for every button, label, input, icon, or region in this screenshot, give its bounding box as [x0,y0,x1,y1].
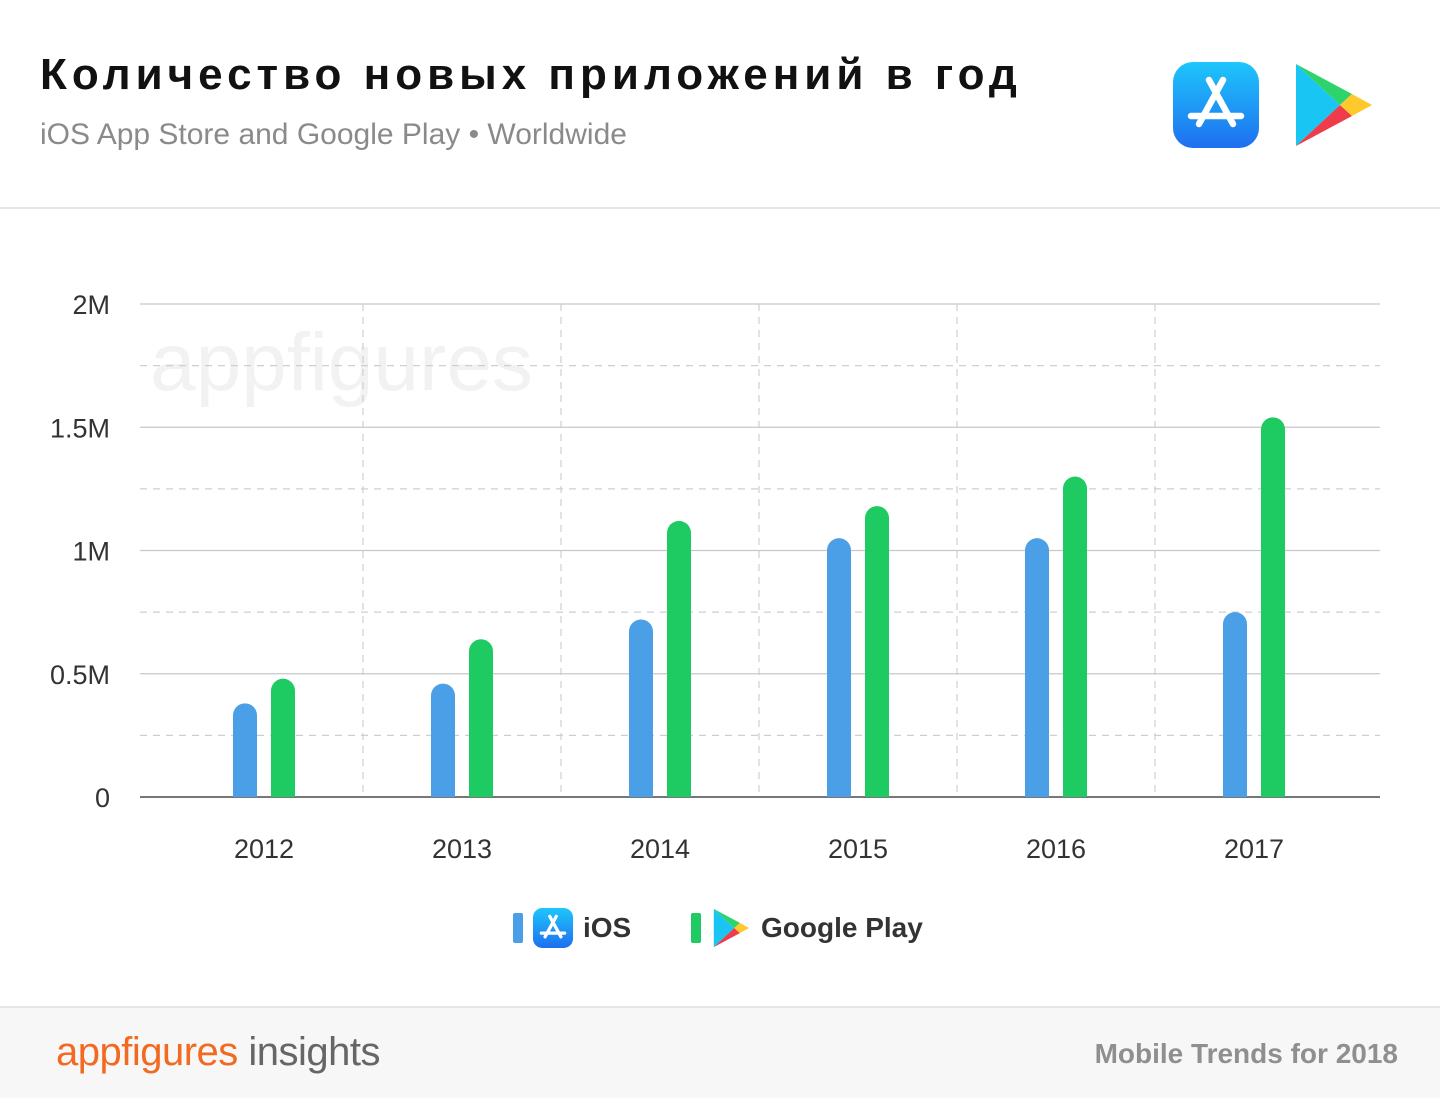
x-tick-label: 2017 [1224,834,1284,864]
google-play-icon [713,908,750,948]
y-tick-label: 1.5M [50,413,110,443]
page-title: Количество новых приложений в год [40,50,1022,99]
google-play-icon [1296,64,1372,146]
bar-ios [1025,538,1049,797]
brand-logo: appfigures insights [56,1030,381,1075]
legend-label-ios: iOS [583,912,632,943]
watermark: appfigures [150,317,533,408]
x-axis: 2012 2013 2014 2015 2016 2017 [234,834,1284,864]
x-tick-label: 2016 [1026,834,1086,864]
bar-ios [431,683,455,797]
bar-google-play [469,639,493,797]
bars [233,417,1285,797]
bar-ios [233,703,257,797]
header: Количество новых приложений в год iOS Ap… [0,0,1440,209]
x-tick-label: 2013 [432,834,492,864]
bar-ios [827,538,851,797]
bar-ios [1223,612,1247,797]
bar-google-play [1063,476,1087,797]
bar-google-play [865,506,889,797]
footer-note: Mobile Trends for 2018 [1094,1038,1398,1069]
x-tick-label: 2014 [630,834,690,864]
brand-sub: insights [237,1030,381,1074]
legend-item-ios: iOS [513,906,631,950]
legend-item-gplay: Google Play [691,906,923,950]
brand-main: appfigures [56,1030,238,1074]
legend-swatch-gplay [691,913,701,943]
bar-google-play [1261,417,1285,797]
legend-swatch-ios [513,913,523,943]
bar-ios [629,619,653,797]
x-tick-label: 2012 [234,834,294,864]
legend-label-gplay: Google Play [761,912,923,943]
app-store-icon [533,908,573,948]
y-axis: 0 0.5M 1M 1.5M 2M [50,290,110,813]
page-subtitle: iOS App Store and Google Play • Worldwid… [40,118,627,151]
app-store-icon [1173,62,1259,148]
chart-grid [140,303,1380,798]
y-tick-label: 1M [72,537,110,567]
bar-google-play [667,520,691,797]
legend: iOS Google Play [0,900,1440,956]
y-tick-label: 2M [72,290,110,320]
footer: appfigures insights Mobile Trends for 20… [0,1006,1440,1098]
y-tick-label: 0 [95,783,110,813]
x-tick-label: 2015 [828,834,888,864]
y-tick-label: 0.5M [50,660,110,690]
bar-google-play [271,678,295,797]
